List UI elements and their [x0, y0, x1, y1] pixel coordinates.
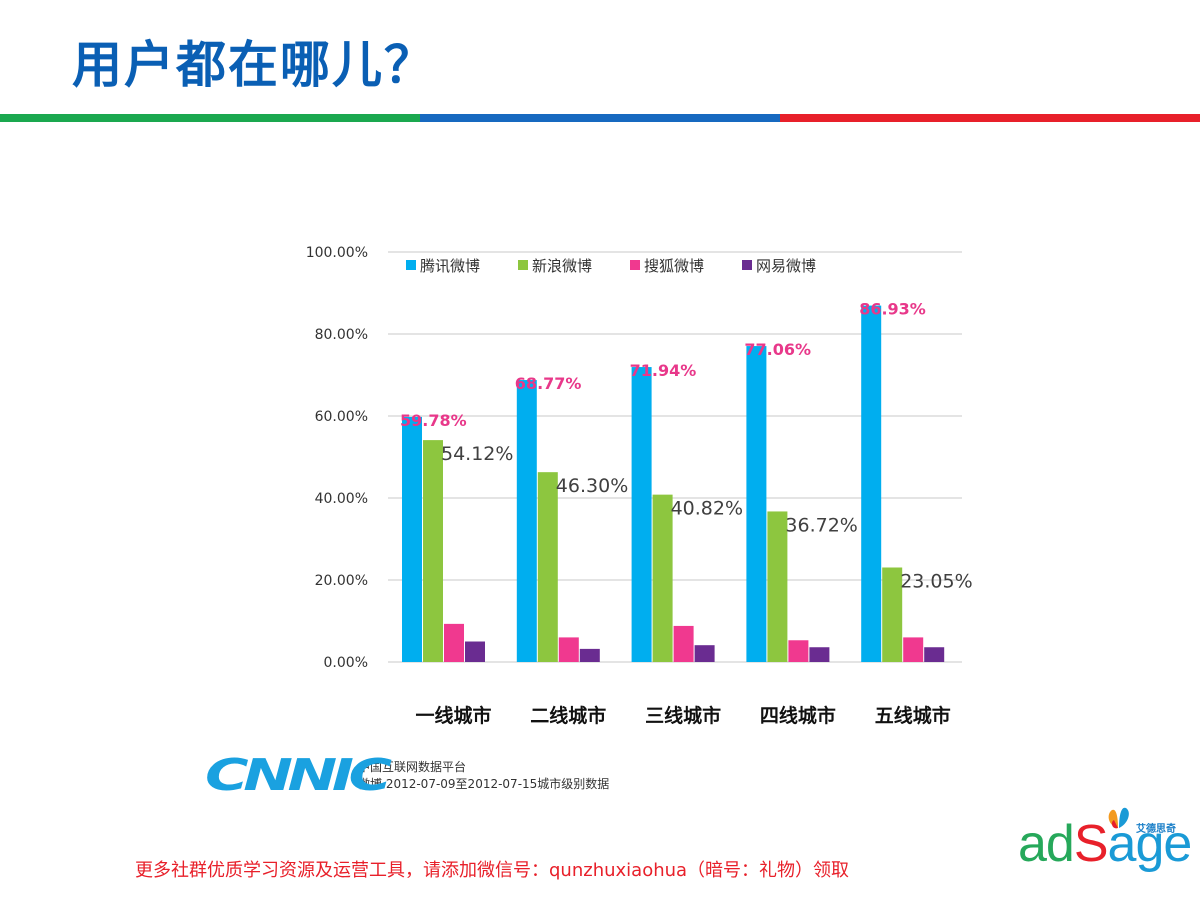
bar: [652, 494, 673, 662]
data-label-tencent: 71.94%: [630, 361, 697, 380]
adsage-logo: adSage 艾德思奇: [1018, 806, 1193, 886]
y-tick-label: 100.00%: [306, 245, 368, 261]
data-label-tencent: 59.78%: [400, 411, 467, 430]
data-label-sina: 40.82%: [671, 498, 743, 520]
bar: [694, 645, 715, 662]
x-category-label: 四线城市: [760, 704, 836, 727]
legend-label: 网易微博: [756, 257, 816, 275]
bar: [537, 472, 558, 662]
y-tick-label: 0.00%: [324, 655, 368, 671]
bar: [558, 637, 579, 662]
bar: [631, 367, 652, 662]
bar: [767, 511, 788, 662]
bar-chart: 0.00% 20.00% 40.00% 60.00% 80.00% 100.00% 一线城市…: [306, 245, 973, 727]
legend-label: 搜狐微博: [644, 257, 704, 275]
bar: [579, 648, 600, 662]
brand-age: age: [1107, 815, 1193, 873]
brand-ad: ad: [1018, 815, 1075, 873]
y-tick-label: 80.00%: [315, 327, 368, 343]
x-category-label: 二线城市: [530, 704, 606, 727]
slide-title: 用户都在哪儿？: [72, 36, 436, 94]
legend-swatch: [406, 260, 416, 270]
source-text: 中国互联网数据平台 微博 2012-07-09至2012-07-15城市级别数据: [358, 759, 609, 793]
x-category-label: 五线城市: [875, 704, 951, 727]
data-label-sina: 54.12%: [441, 443, 513, 465]
bar: [882, 567, 903, 662]
data-label-sina: 46.30%: [556, 475, 628, 497]
source-block: CNNIC 中国互联网数据平台 微博 2012-07-09至2012-07-15…: [205, 750, 609, 801]
y-tick-label: 40.00%: [315, 491, 368, 507]
divider-blue: [420, 114, 780, 122]
data-label-tencent: 77.06%: [744, 340, 811, 359]
data-label-sina: 23.05%: [900, 570, 972, 592]
brand-s: S: [1073, 815, 1109, 873]
source-line-2: 微博 2012-07-09至2012-07-15城市级别数据: [358, 776, 610, 791]
source-line-1: 中国互联网数据平台: [358, 759, 467, 774]
legend-swatch: [518, 260, 528, 270]
title-divider: [0, 114, 1200, 122]
bar: [809, 647, 830, 662]
adsage-wordmark: adSage: [1018, 814, 1193, 874]
bar: [423, 440, 443, 662]
legend-swatch: [742, 260, 752, 270]
bar: [861, 305, 882, 662]
bar: [746, 346, 767, 662]
footer-note: 更多社群优质学习资源及运营工具，请添加微信号：qunzhuxiaohua（暗号：…: [135, 860, 850, 881]
divider-green: [0, 114, 420, 122]
data-label-sina: 36.72%: [785, 514, 857, 536]
bar: [402, 416, 422, 662]
brand-cn: 艾德思奇: [1136, 824, 1176, 835]
divider-red: [780, 114, 1200, 122]
y-tick-label: 60.00%: [315, 409, 368, 425]
y-tick-label: 20.00%: [315, 573, 368, 589]
x-category-label: 三线城市: [645, 704, 721, 727]
butterfly-icon: [1108, 807, 1129, 829]
data-label-tencent: 86.93%: [859, 300, 926, 319]
legend-label: 新浪微博: [532, 257, 592, 275]
legend-label: 腾讯微博: [420, 257, 480, 275]
bar: [788, 640, 809, 662]
data-label-tencent: 68.77%: [515, 374, 582, 393]
bar: [673, 625, 694, 662]
bar: [465, 641, 485, 662]
bar: [903, 637, 924, 662]
cnnic-logo: CNNIC: [205, 750, 392, 801]
bar: [924, 647, 945, 662]
x-category-label: 一线城市: [415, 704, 491, 727]
bar: [444, 623, 464, 662]
bar: [516, 380, 537, 662]
legend-swatch: [630, 260, 640, 270]
